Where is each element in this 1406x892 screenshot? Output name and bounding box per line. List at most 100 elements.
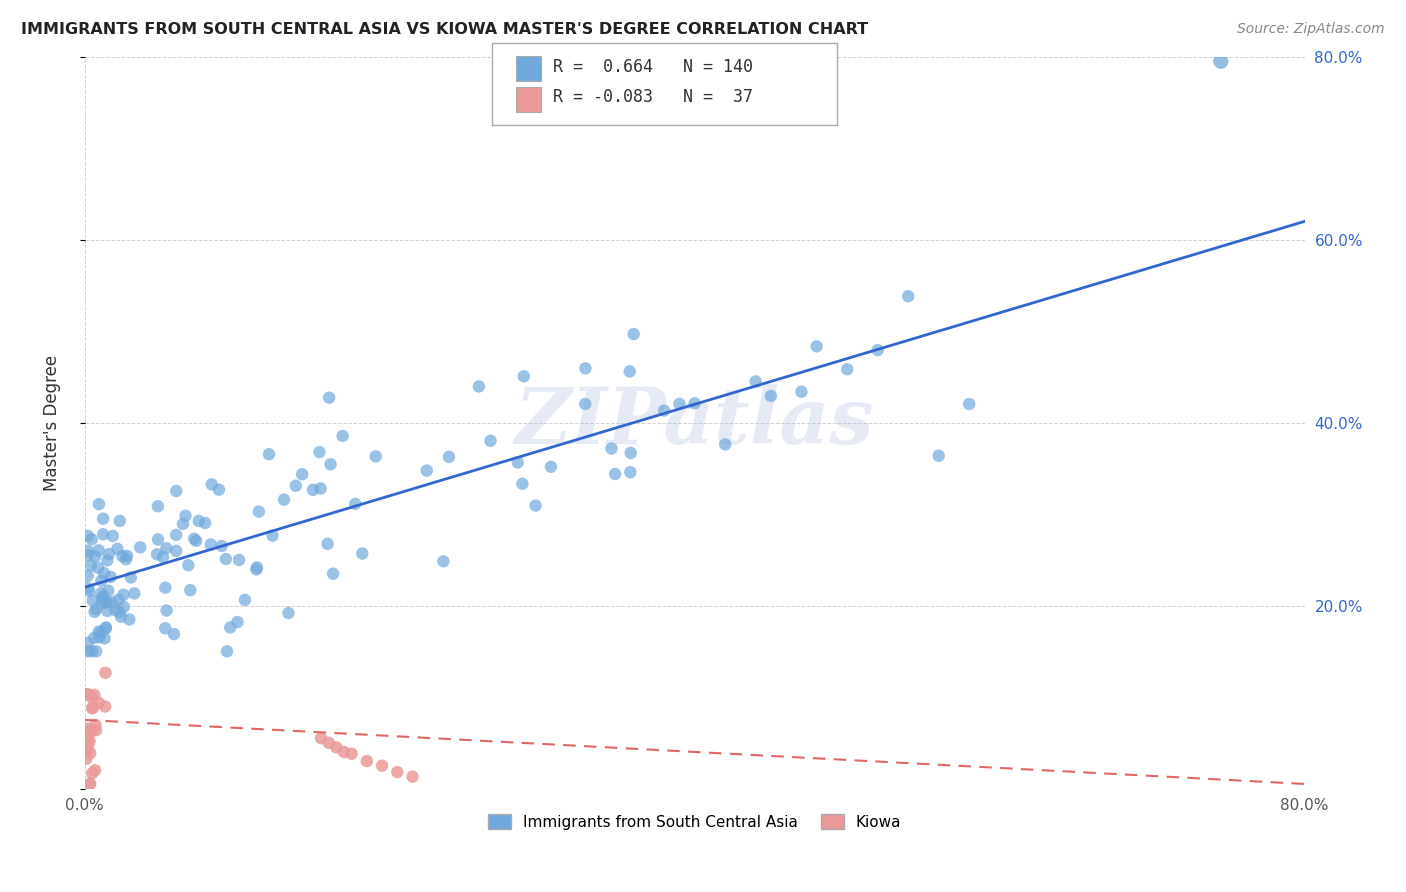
- Point: [94, 595, 117, 609]
- Point: [605, 467, 627, 481]
- Point: [120, 570, 142, 584]
- Point: [80, 701, 103, 715]
- Point: [76, 543, 98, 558]
- Point: [215, 644, 238, 658]
- Point: [165, 543, 187, 558]
- Point: [87, 560, 110, 574]
- Point: [76, 548, 98, 562]
- Text: IMMIGRANTS FROM SOUTH CENTRAL ASIA VS KIOWA MASTER'S DEGREE CORRELATION CHART: IMMIGRANTS FROM SOUTH CENTRAL ASIA VS KI…: [21, 22, 869, 37]
- Text: Source: ZipAtlas.com: Source: ZipAtlas.com: [1237, 22, 1385, 37]
- Point: [194, 516, 217, 530]
- Point: [75, 739, 97, 754]
- Point: [302, 483, 325, 497]
- Point: [93, 566, 115, 581]
- Point: [108, 514, 131, 528]
- Point: [744, 375, 766, 389]
- Point: [179, 583, 201, 598]
- Point: [91, 591, 114, 606]
- Point: [87, 543, 110, 558]
- Point: [319, 458, 342, 472]
- Legend: Immigrants from South Central Asia, Kiowa: Immigrants from South Central Asia, Kiow…: [482, 807, 908, 836]
- Point: [201, 477, 224, 491]
- Point: [437, 450, 460, 464]
- Point: [96, 604, 118, 618]
- Point: [84, 723, 107, 738]
- Point: [96, 553, 118, 567]
- Point: [87, 624, 110, 639]
- Point: [668, 397, 690, 411]
- Point: [80, 690, 103, 705]
- Point: [759, 389, 782, 403]
- Point: [97, 583, 120, 598]
- Point: [401, 770, 423, 784]
- Point: [246, 560, 269, 574]
- Point: [87, 696, 110, 710]
- Point: [226, 615, 249, 629]
- Point: [174, 508, 197, 523]
- Point: [806, 339, 828, 353]
- Point: [76, 644, 98, 658]
- Point: [124, 586, 146, 600]
- Point: [291, 467, 314, 482]
- Point: [115, 552, 138, 566]
- Point: [75, 752, 97, 766]
- Point: [245, 562, 267, 576]
- Point: [155, 621, 177, 635]
- Point: [82, 700, 104, 714]
- Point: [82, 593, 104, 607]
- Point: [247, 505, 270, 519]
- Point: [322, 566, 344, 581]
- Point: [187, 514, 209, 528]
- Point: [108, 605, 131, 619]
- Point: [83, 688, 105, 702]
- Point: [228, 553, 250, 567]
- Point: [540, 459, 562, 474]
- Point: [87, 497, 110, 511]
- Point: [91, 511, 114, 525]
- Point: [79, 777, 101, 791]
- Point: [82, 766, 104, 780]
- Point: [897, 289, 920, 303]
- Point: [75, 727, 97, 741]
- Point: [1209, 54, 1232, 69]
- Point: [104, 603, 127, 617]
- Point: [105, 541, 128, 556]
- Point: [93, 589, 115, 603]
- Point: [619, 364, 641, 378]
- Point: [80, 533, 103, 547]
- Point: [76, 529, 98, 543]
- Point: [111, 549, 134, 564]
- Point: [76, 569, 98, 583]
- Point: [79, 734, 101, 748]
- Point: [416, 464, 439, 478]
- Point: [352, 547, 374, 561]
- Point: [112, 599, 135, 614]
- Point: [110, 609, 132, 624]
- Point: [262, 528, 284, 542]
- Point: [364, 450, 387, 464]
- Point: [318, 736, 340, 750]
- Point: [101, 595, 124, 609]
- Point: [866, 343, 889, 357]
- Point: [219, 620, 242, 634]
- Point: [600, 442, 623, 456]
- Point: [84, 644, 107, 658]
- Point: [90, 586, 112, 600]
- Point: [233, 593, 256, 607]
- Point: [211, 539, 233, 553]
- Point: [308, 445, 330, 459]
- Point: [112, 588, 135, 602]
- Point: [155, 603, 177, 617]
- Point: [93, 632, 115, 646]
- Point: [77, 688, 100, 702]
- Point: [316, 537, 339, 551]
- Point: [76, 734, 98, 748]
- Y-axis label: Master's Degree: Master's Degree: [44, 354, 60, 491]
- Point: [215, 552, 238, 566]
- Point: [524, 499, 547, 513]
- Point: [84, 764, 107, 778]
- Point: [76, 742, 98, 756]
- Point: [96, 595, 118, 609]
- Point: [284, 479, 307, 493]
- Point: [90, 597, 112, 611]
